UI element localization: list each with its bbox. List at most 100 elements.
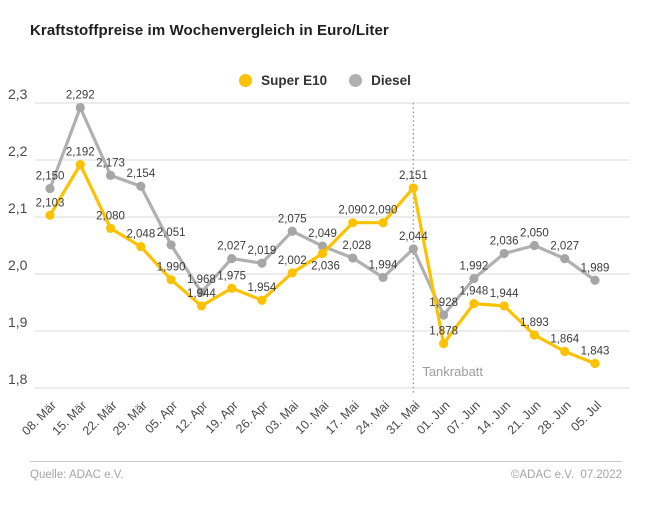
data-label-diesel: 1,992: [459, 261, 488, 273]
data-point-super-e10: [287, 268, 297, 278]
data-label-diesel: 1,994: [369, 259, 398, 271]
data-point-diesel: [348, 253, 358, 263]
tankrabatt-label: Tankrabatt: [422, 364, 483, 379]
data-label-diesel: 2,173: [96, 157, 125, 169]
data-point-super-e10: [45, 210, 55, 220]
data-label-diesel: 2,027: [550, 241, 579, 253]
data-label-super-e10: 1,948: [459, 286, 488, 298]
data-point-super-e10: [257, 295, 267, 305]
copyright-note: ©ADAC e.V. 07.2022: [511, 469, 622, 481]
y-axis-tick-label: 2,3: [8, 86, 28, 102]
legend-item-diesel: Diesel: [349, 73, 411, 88]
data-point-super-e10: [408, 183, 418, 193]
data-label-super-e10: 2,090: [369, 205, 398, 217]
x-axis-tick-label: 28. Jun: [535, 398, 574, 437]
data-label-super-e10: 1,975: [217, 270, 246, 282]
data-label-diesel: 1,968: [187, 274, 216, 286]
source-note: Quelle: ADAC e.V.: [30, 469, 124, 481]
data-label-super-e10: 1,944: [187, 288, 216, 300]
data-point-diesel: [45, 183, 55, 194]
y-axis-tick-label: 2,1: [8, 200, 28, 216]
data-label-super-e10: 1,878: [429, 326, 458, 338]
data-label-super-e10: 1,990: [157, 262, 186, 274]
data-point-diesel: [590, 275, 600, 285]
data-label-diesel: 2,019: [248, 245, 277, 257]
data-label-super-e10: 2,002: [278, 255, 307, 267]
data-label-super-e10: 2,103: [36, 197, 65, 209]
data-label-super-e10: 1,944: [490, 288, 519, 300]
data-label-diesel: 2,028: [342, 240, 371, 252]
data-point-diesel: [378, 272, 388, 283]
chart-legend: Super E10 Diesel: [0, 73, 650, 88]
data-label-super-e10: 2,192: [66, 147, 95, 159]
data-label-diesel: 2,292: [66, 90, 95, 102]
data-label-super-e10: 1,893: [520, 317, 549, 329]
data-point-super-e10: [196, 301, 206, 311]
data-label-diesel: 2,051: [157, 227, 186, 239]
data-point-super-e10: [166, 275, 176, 285]
data-label-super-e10: 1,954: [248, 282, 277, 294]
data-point-diesel: [439, 310, 449, 320]
data-label-super-e10: 2,036: [311, 260, 340, 272]
data-point-diesel: [75, 102, 85, 113]
legend-label-diesel: Diesel: [371, 73, 411, 88]
data-point-super-e10: [317, 248, 328, 259]
data-label-super-e10: 2,080: [96, 210, 125, 222]
data-point-diesel: [287, 226, 297, 236]
footer-divider: [30, 461, 622, 462]
data-point-diesel: [499, 248, 509, 259]
series-line-diesel: [48, 106, 597, 317]
data-label-super-e10: 1,864: [550, 334, 579, 346]
data-point-diesel: [560, 254, 570, 264]
data-point-diesel: [257, 258, 267, 268]
x-axis-tick-label: 29. Mär: [110, 398, 150, 438]
legend-label-super-e10: Super E10: [261, 73, 328, 88]
y-axis-tick-label: 2,0: [8, 257, 28, 273]
data-label-diesel: 2,036: [490, 235, 519, 247]
data-label-diesel: 1,928: [429, 297, 458, 309]
data-label-diesel: 2,050: [520, 228, 549, 240]
data-point-diesel: [105, 170, 116, 180]
super-e10-legend-dot-icon: [239, 74, 253, 87]
data-label-diesel: 2,154: [126, 168, 155, 180]
y-axis-tick-label: 1,8: [8, 371, 28, 387]
data-point-super-e10: [227, 283, 237, 293]
data-point-diesel: [529, 240, 540, 251]
data-label-diesel: 2,049: [308, 228, 337, 240]
data-label-super-e10: 2,090: [338, 205, 367, 217]
chart-title: Kraftstoffpreise im Wochenvergleich in E…: [30, 22, 389, 39]
data-label-diesel: 1,989: [581, 262, 610, 274]
data-point-diesel: [317, 241, 328, 251]
x-axis-tick-label: 12. Apr: [173, 398, 211, 436]
data-point-diesel: [136, 181, 146, 191]
data-point-diesel: [408, 244, 418, 254]
data-point-super-e10: [590, 358, 600, 369]
data-label-super-e10: 2,048: [126, 229, 155, 241]
data-point-super-e10: [136, 242, 146, 252]
data-point-super-e10: [105, 223, 116, 233]
y-axis-tick-label: 1,9: [8, 314, 28, 330]
data-point-diesel: [196, 287, 206, 297]
data-point-super-e10: [560, 346, 570, 357]
x-axis-tick-label: 05. Jul: [568, 398, 604, 434]
data-point-super-e10: [499, 301, 509, 311]
data-point-super-e10: [439, 338, 449, 349]
data-label-super-e10: 1,843: [581, 345, 610, 357]
data-point-super-e10: [378, 218, 388, 228]
data-point-super-e10: [529, 330, 540, 340]
x-axis-tick-label: 19. Apr: [203, 398, 241, 436]
data-label-diesel: 2,150: [36, 171, 65, 183]
data-label-diesel: 2,075: [278, 213, 307, 225]
data-point-super-e10: [469, 299, 479, 309]
x-axis-tick-label: 05. Apr: [142, 398, 180, 436]
data-point-diesel: [166, 240, 176, 250]
data-point-super-e10: [348, 218, 358, 228]
data-label-super-e10: 2,151: [399, 170, 428, 182]
data-point-super-e10: [75, 159, 85, 170]
diesel-legend-dot-icon: [349, 74, 363, 87]
data-point-diesel: [227, 254, 237, 264]
data-label-diesel: 2,027: [217, 241, 246, 253]
data-point-diesel: [469, 273, 479, 284]
